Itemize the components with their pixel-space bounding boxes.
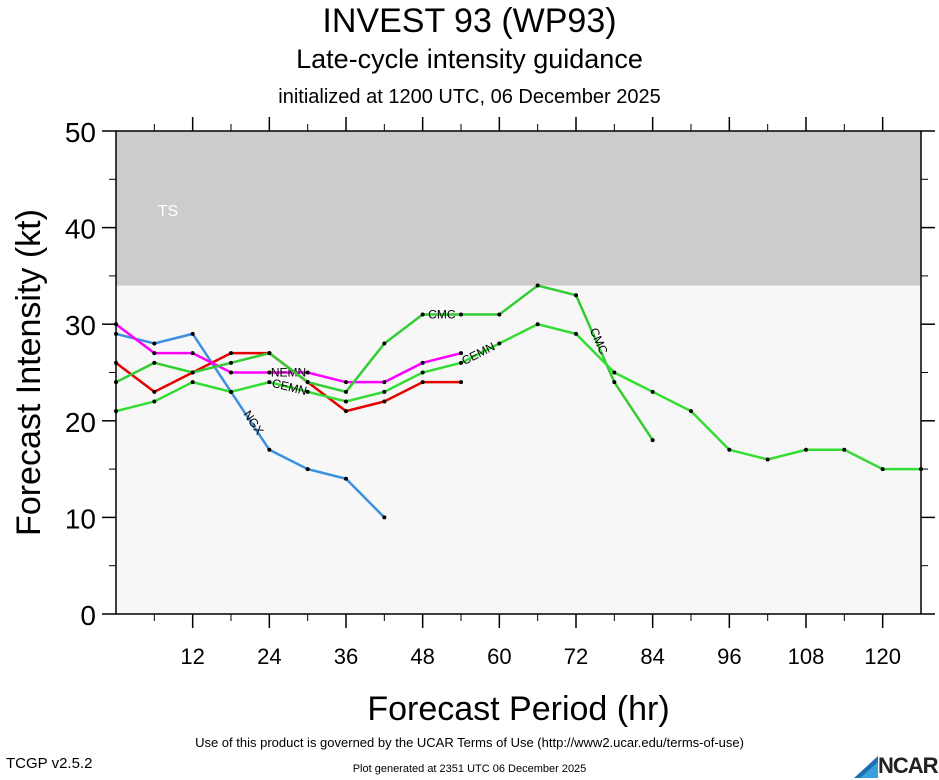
data-point xyxy=(229,351,233,356)
data-point xyxy=(305,467,310,472)
data-point xyxy=(420,360,425,365)
data-point xyxy=(305,389,310,394)
data-point xyxy=(267,380,272,385)
series-label: CMC xyxy=(428,308,456,322)
data-point xyxy=(727,447,732,452)
x-tick-label: 96 xyxy=(717,644,741,669)
data-point xyxy=(114,360,118,365)
data-point xyxy=(765,457,770,462)
ncar-logo: NCAR xyxy=(852,752,939,780)
x-tick-label: 24 xyxy=(257,644,281,669)
data-point xyxy=(650,438,655,443)
y-tick-label: 10 xyxy=(65,503,96,534)
data-point xyxy=(152,351,157,356)
data-point xyxy=(612,370,617,375)
series-line xyxy=(115,332,386,519)
x-tick-label: 108 xyxy=(788,644,825,669)
data-point xyxy=(804,447,808,452)
series-label: NEMN xyxy=(271,366,306,380)
data-point xyxy=(420,370,425,375)
data-point xyxy=(267,447,272,452)
data-point xyxy=(267,370,272,375)
data-point xyxy=(114,380,118,385)
data-point xyxy=(344,389,348,394)
version-label: TCGP v2.5.2 xyxy=(6,755,93,772)
data-point xyxy=(114,409,118,414)
x-tick-label: 12 xyxy=(180,644,204,669)
data-point xyxy=(689,409,693,414)
data-point xyxy=(420,312,425,317)
chart-title: INVEST 93 (WP93) xyxy=(322,2,617,40)
data-point xyxy=(229,360,233,365)
data-point xyxy=(344,409,348,414)
data-point xyxy=(612,380,617,385)
initialization-time: initialized at 1200 UTC, 06 December 202… xyxy=(278,86,661,108)
data-point xyxy=(305,370,310,375)
data-point xyxy=(880,467,885,472)
data-point xyxy=(497,341,502,346)
x-tick-label: 60 xyxy=(487,644,511,669)
x-tick-label: 36 xyxy=(334,644,358,669)
data-point xyxy=(382,341,387,346)
x-tick-label: 72 xyxy=(564,644,588,669)
y-tick-label: 20 xyxy=(65,407,96,438)
data-point xyxy=(382,515,387,520)
data-point xyxy=(919,467,923,472)
data-point xyxy=(459,380,463,385)
data-point xyxy=(114,331,118,336)
data-point xyxy=(535,322,540,327)
data-point xyxy=(152,360,157,365)
x-tick-label: 120 xyxy=(864,644,901,669)
data-point xyxy=(305,380,310,385)
data-point xyxy=(459,351,463,356)
plot-generated-time: Plot generated at 2351 UTC 06 December 2… xyxy=(352,763,587,775)
y-tick-label: 40 xyxy=(65,214,96,245)
data-point xyxy=(190,331,195,336)
data-point xyxy=(190,380,195,385)
data-point xyxy=(574,293,578,298)
ncar-logo-text: NCAR xyxy=(878,753,939,778)
x-tick-label: 48 xyxy=(410,644,434,669)
data-point xyxy=(344,380,348,385)
data-point xyxy=(535,283,540,288)
data-point xyxy=(382,380,387,385)
chart-subtitle: Late-cycle intensity guidance xyxy=(296,44,643,74)
series-line xyxy=(115,322,921,471)
y-tick-label: 0 xyxy=(80,600,96,631)
data-point xyxy=(152,341,157,346)
x-tick-label: 84 xyxy=(640,644,664,669)
data-point xyxy=(190,351,195,356)
data-point xyxy=(267,351,272,356)
terms-of-use-notice: Use of this product is governed by the U… xyxy=(195,735,744,750)
data-point xyxy=(420,380,425,385)
data-point xyxy=(229,389,233,394)
data-point xyxy=(382,399,387,404)
data-point xyxy=(459,312,463,317)
data-point xyxy=(842,447,847,452)
y-tick-label: 50 xyxy=(65,117,96,148)
band-label: TS xyxy=(158,203,178,220)
data-point xyxy=(229,370,233,375)
data-point xyxy=(344,476,348,481)
data-point xyxy=(152,389,157,394)
data-point xyxy=(574,331,578,336)
data-point xyxy=(382,389,387,394)
data-point xyxy=(497,312,502,317)
data-point xyxy=(114,322,118,327)
ncar-logo-icon xyxy=(854,756,878,778)
data-point xyxy=(459,360,463,365)
data-point xyxy=(190,370,195,375)
series-line xyxy=(115,323,462,384)
intensity-band xyxy=(116,131,921,286)
y-tick-label: 30 xyxy=(65,310,96,341)
y-axis-label: Forecast Intensity (kt) xyxy=(10,209,48,536)
data-point xyxy=(152,399,157,404)
x-axis-label: Forecast Period (hr) xyxy=(367,690,669,728)
data-point xyxy=(344,399,348,404)
data-point xyxy=(650,389,655,394)
